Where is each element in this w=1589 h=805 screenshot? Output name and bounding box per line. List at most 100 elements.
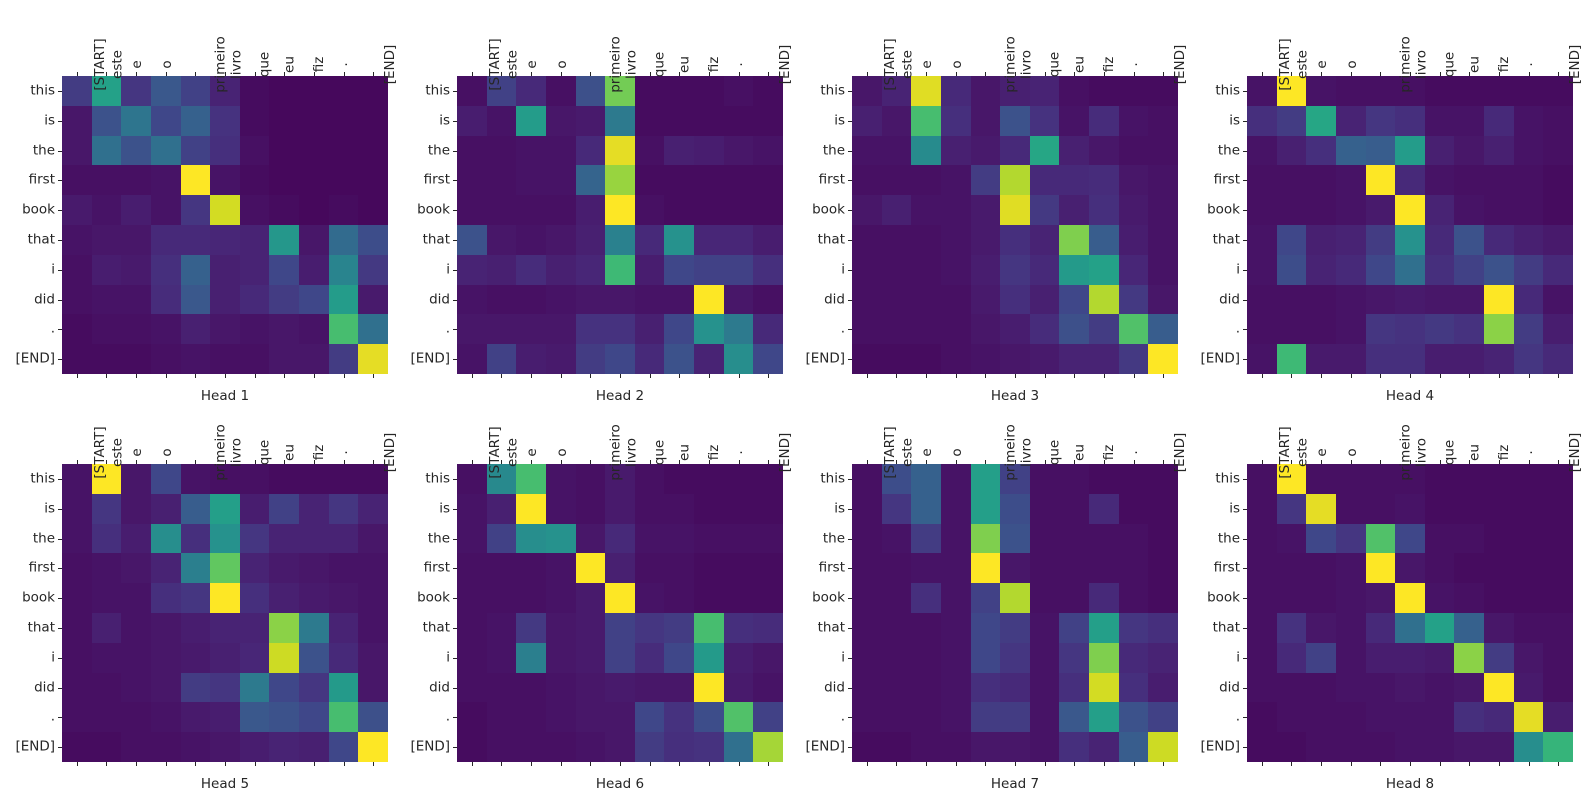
heatmap-cell xyxy=(457,314,487,345)
heatmap-cell xyxy=(1118,493,1149,524)
heatmap-cell xyxy=(545,732,576,762)
subplot-title: Head 4 xyxy=(1385,388,1435,404)
x-tick-label: [END] xyxy=(1171,44,1188,84)
heatmap-panel: [START] este e o primeiro livro que eu fiz. [END]… xyxy=(805,424,1188,792)
x-tick-label: . xyxy=(334,449,351,455)
heatmap-cell xyxy=(1365,105,1396,136)
heatmap-cell xyxy=(239,583,270,613)
heatmap-cell xyxy=(210,195,240,225)
x-tick-label: o xyxy=(948,447,965,457)
heatmap-cell xyxy=(881,254,912,285)
y-tick-label: that xyxy=(422,619,450,636)
heatmap-cell xyxy=(299,672,329,703)
heatmap-cell xyxy=(1484,224,1514,255)
heatmap-cell xyxy=(1543,553,1573,584)
x-tick-label: eu xyxy=(1466,443,1483,461)
x-tick-mark xyxy=(284,72,286,76)
heatmap-cell xyxy=(1276,284,1307,315)
heatmap-cell xyxy=(1148,493,1178,524)
y-tick-label: this xyxy=(820,470,845,487)
x-tick-mark xyxy=(866,460,868,464)
heatmap-cell xyxy=(1059,583,1090,613)
x-tick-mark xyxy=(1558,762,1560,766)
heatmap-cell xyxy=(1424,583,1455,613)
y-tick-mark xyxy=(58,150,62,152)
y-tick-label: [END] xyxy=(410,738,450,755)
heatmap-cell xyxy=(1148,195,1178,225)
y-tick-mark xyxy=(848,239,852,241)
heatmap-cell xyxy=(911,493,941,524)
heatmap-cell xyxy=(1029,464,1060,494)
heatmap-cell xyxy=(121,523,151,554)
heatmap-cell xyxy=(1276,732,1307,762)
heatmap-cell xyxy=(1247,314,1277,345)
heatmap-cell xyxy=(1395,76,1425,106)
heatmap-cell xyxy=(91,105,122,136)
heatmap-cell xyxy=(545,105,576,136)
y-tick-mark xyxy=(1243,747,1247,749)
heatmap-cell xyxy=(121,135,151,166)
y-tick-mark xyxy=(1243,359,1247,361)
heatmap-cell xyxy=(605,344,635,374)
heatmap-cell xyxy=(1513,254,1544,285)
y-tick-label: first xyxy=(818,559,845,576)
x-tick-mark xyxy=(313,460,315,464)
heatmap-cell xyxy=(911,702,941,733)
heatmap-cell xyxy=(328,523,359,554)
heatmap-cell xyxy=(940,195,971,225)
heatmap-cell xyxy=(940,344,971,374)
heatmap-cell xyxy=(328,493,359,524)
heatmap-cell xyxy=(545,523,576,554)
x-tick-label: o xyxy=(158,447,175,457)
heatmap-cell xyxy=(1424,224,1455,255)
y-tick-label: [END] xyxy=(15,738,55,755)
heatmap-cell xyxy=(516,583,546,613)
heatmap-cell xyxy=(328,165,359,196)
heatmap-cell xyxy=(1276,612,1307,643)
heatmap-cell xyxy=(486,672,517,703)
heatmap-cell xyxy=(239,702,270,733)
heatmap-cell xyxy=(694,702,724,733)
heatmap-cell xyxy=(269,135,300,166)
heatmap-cell xyxy=(1365,642,1396,673)
heatmap-cell xyxy=(1424,612,1455,643)
heatmap-cell xyxy=(1513,553,1544,584)
heatmap-cell xyxy=(753,195,783,225)
y-tick-label: i xyxy=(51,648,55,665)
heatmap-cell xyxy=(516,642,546,673)
x-tick-label: [START] xyxy=(1276,37,1293,91)
heatmap-cell xyxy=(269,493,300,524)
heatmap-cell xyxy=(970,284,1001,315)
heatmap-cell xyxy=(881,135,912,166)
heatmap-cell xyxy=(1395,224,1425,255)
heatmap-cell xyxy=(1118,464,1149,494)
heatmap-cell xyxy=(694,76,724,106)
y-tick-mark xyxy=(1243,687,1247,689)
y-tick-mark xyxy=(848,747,852,749)
heatmap-cell xyxy=(358,553,388,584)
heatmap-cell xyxy=(1543,493,1573,524)
heatmap-cell xyxy=(753,254,783,285)
heatmap-cell xyxy=(694,165,724,196)
heatmap-cell xyxy=(1424,344,1455,374)
x-tick-mark xyxy=(195,762,197,766)
heatmap-cell xyxy=(1276,672,1307,703)
heatmap-cell xyxy=(1148,732,1178,762)
heatmap-cell xyxy=(911,284,941,315)
heatmap-cell xyxy=(723,224,754,255)
x-tick-mark xyxy=(926,374,928,378)
y-tick-label: that xyxy=(1212,231,1240,248)
heatmap-cell xyxy=(1089,583,1119,613)
heatmap-cell xyxy=(1148,224,1178,255)
heatmap-cell xyxy=(358,464,388,494)
heatmap-cell xyxy=(1513,732,1544,762)
x-tick-label: que xyxy=(1441,51,1458,77)
x-tick-label: que xyxy=(256,51,273,77)
x-tick-label: que xyxy=(1046,439,1063,465)
x-tick-mark xyxy=(679,374,681,378)
heatmap-cell xyxy=(694,583,724,613)
y-tick-mark xyxy=(453,657,457,659)
heatmap-cell xyxy=(723,583,754,613)
heatmap-cell xyxy=(605,464,635,494)
heatmap-cell xyxy=(881,224,912,255)
